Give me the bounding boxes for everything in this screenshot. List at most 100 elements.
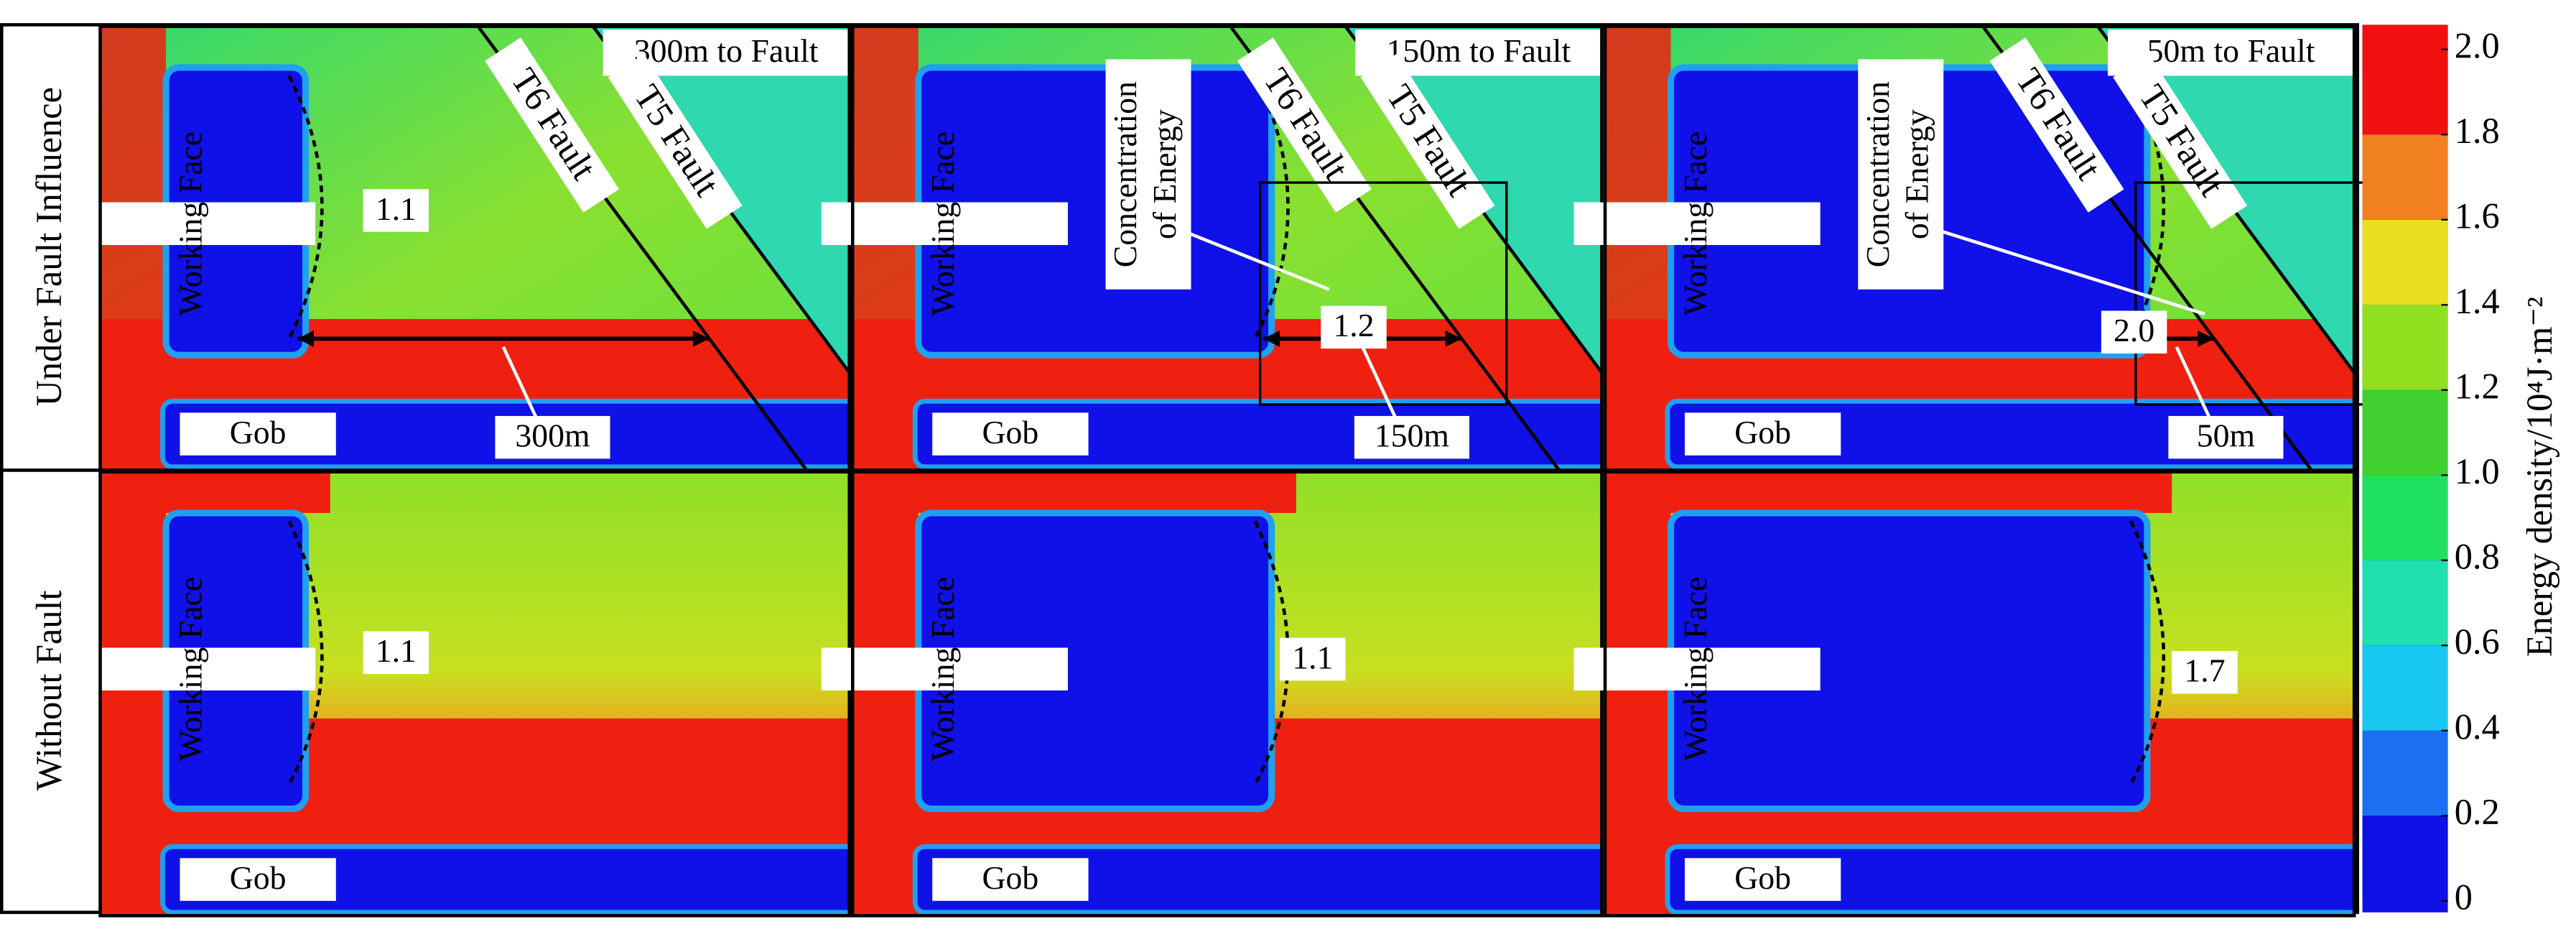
peak-label: 1.1 — [1280, 637, 1346, 681]
beyond-fault — [592, 26, 850, 471]
panel-border — [1603, 470, 2356, 918]
colorbar-tick-label: 0.8 — [2455, 536, 2500, 576]
span-label: 300m — [495, 415, 610, 459]
colorbar-segment — [2362, 24, 2448, 135]
peak-label-text: 1.1 — [376, 632, 417, 669]
peak-label-box — [2101, 310, 2167, 354]
peak-label-box — [363, 189, 429, 232]
panel-border — [850, 470, 1604, 918]
working-face-label-text: Working Face — [924, 131, 961, 316]
colorbar-segment — [2362, 134, 2448, 220]
concentration-text: of Energy — [1146, 109, 1183, 239]
concentration-text: of Energy — [1899, 109, 1935, 239]
concentration-text: Concentration — [1859, 81, 1896, 267]
working-face-label: Working Face — [821, 577, 1068, 762]
panel-border — [98, 470, 851, 918]
gob-label-text: Gob — [1734, 859, 1791, 896]
fault-label-box — [2113, 54, 2248, 229]
panel: Working Face Gob 1.1 — [69, 470, 851, 918]
colorbar-segment — [2362, 730, 2448, 816]
peak-label: 1.7 — [2172, 651, 2238, 694]
row-label: Without Fault — [29, 591, 69, 791]
colorbar-title-text: Energy density/10⁴J·m⁻² — [2519, 297, 2559, 657]
working-face-label: Working Face — [69, 577, 316, 762]
concentration-box-bg — [1858, 59, 1944, 290]
fault-label-box — [608, 54, 743, 229]
span-label-text: 50m — [2197, 417, 2255, 453]
energy-band — [852, 26, 919, 471]
energy-band — [149, 471, 330, 513]
span-label-box — [1354, 415, 1469, 459]
working-face-label-box — [1573, 647, 1821, 690]
colorbar-tick-label: 1.8 — [2455, 111, 2500, 151]
energy-band — [1605, 471, 1671, 916]
colorbar-tick-label: 1.4 — [2455, 281, 2500, 321]
gob-label-text: Gob — [1734, 414, 1791, 451]
pointer — [501, 346, 538, 419]
peak-label: 2.0 — [2101, 310, 2167, 354]
gob-label: Gob — [932, 412, 1089, 456]
gob-label-box — [932, 412, 1089, 456]
energy-band — [1654, 471, 2172, 513]
colorbar-segment — [2362, 645, 2448, 731]
colorbar-segment — [2362, 475, 2448, 560]
fault-label-box — [1360, 54, 1495, 229]
gob-label-text: Gob — [230, 414, 287, 451]
gob-label: Gob — [180, 412, 336, 456]
gob-label: Gob — [1684, 858, 1841, 901]
energy-band — [1605, 26, 1671, 471]
gob-label: Gob — [932, 858, 1089, 901]
gob-label-text: Gob — [982, 859, 1038, 896]
peak-label: 1.2 — [1321, 305, 1387, 349]
distance-label-text: 150m to Fault — [1387, 32, 1571, 69]
energy-band — [100, 471, 167, 916]
working-face-label: Working Face — [821, 131, 1068, 316]
pointer — [2175, 346, 2211, 419]
row-label: Under Fault Influence — [29, 87, 69, 406]
colorbar-title: Energy density/10⁴J·m⁻² — [2519, 297, 2559, 657]
gob-label: Gob — [180, 858, 336, 901]
pointer — [1361, 346, 1398, 419]
peak-curve — [287, 520, 324, 785]
colorbar-tick-label: 2.0 — [2455, 25, 2500, 65]
working-face-label: Working Face — [69, 131, 316, 316]
distance-label-text: 50m to Fault — [2147, 32, 2315, 69]
colorbar-segment — [2362, 816, 2448, 901]
colorbar-segment — [2362, 219, 2448, 305]
beyond-fault — [2098, 26, 2355, 471]
span-label-box — [2168, 415, 2284, 459]
colorbar-tick-label: 1.6 — [2455, 195, 2500, 236]
colorbar-tick-label: 1.0 — [2455, 451, 2500, 491]
colorbar-tick-label: 0.4 — [2455, 706, 2500, 747]
concentration-text: Concentration — [1107, 81, 1143, 267]
working-face-label-box — [821, 647, 1068, 690]
gob-label-text: Gob — [982, 414, 1038, 451]
span-label-text: 150m — [1375, 417, 1449, 453]
working-face-label-box — [69, 202, 316, 246]
peak-label-text: 1.7 — [2184, 652, 2225, 689]
peak-label-box — [363, 631, 429, 675]
peak-curve — [287, 75, 324, 340]
fault-label-box — [1237, 37, 1372, 213]
peak-label: 1.1 — [363, 189, 429, 232]
gob-label: Gob — [1684, 412, 1841, 456]
contour-map — [100, 471, 850, 916]
span-label: 150m — [1354, 415, 1469, 459]
span-label: 50m — [2168, 415, 2284, 459]
colorbar-segment — [2362, 560, 2448, 646]
contour-map — [1605, 471, 2355, 916]
energy-band — [901, 471, 1296, 513]
panel: Working Face Gob 1.7 — [1573, 470, 2356, 918]
panel: Working Face Gob 1.1 — [821, 470, 1604, 918]
peak-curve — [2129, 520, 2166, 785]
colorbar-segment — [2362, 389, 2448, 476]
working-face-label: Working Face — [1573, 577, 1821, 762]
concentration-label: Concentration of Energy — [1858, 59, 1944, 290]
pointer — [1164, 222, 1330, 291]
working-face-label-text: Working Face — [924, 577, 961, 762]
fault-label-box — [485, 37, 620, 213]
working-face-label: Working Face — [1573, 131, 1821, 316]
concentration-box-bg — [1105, 59, 1191, 290]
